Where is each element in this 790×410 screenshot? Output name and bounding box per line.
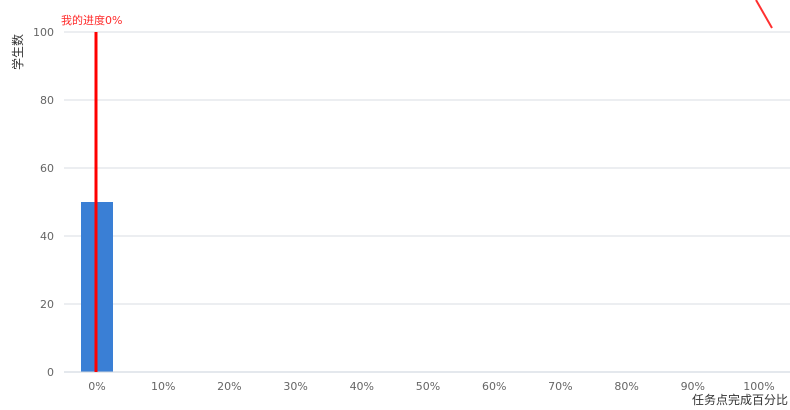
x-tick-label: 30% [283,380,307,393]
y-tick-label: 40 [40,230,54,243]
x-tick-label: 100% [743,380,774,393]
y-tick-label: 80 [40,94,54,107]
x-tick-label: 90% [681,380,705,393]
x-tick-label: 0% [88,380,105,393]
my-progress-label: 我的进度0% [61,13,122,27]
y-tick-label: 0 [47,366,54,379]
decorative-corner-stroke [755,0,773,29]
x-tick-label: 20% [217,380,241,393]
x-tick-label: 10% [151,380,175,393]
x-axis-title: 任务点完成百分比 [692,392,788,407]
y-axis-ticks: 0 20 40 60 80 100 [33,26,54,379]
x-tick-label: 60% [482,380,506,393]
y-tick-label: 100 [33,26,54,39]
y-tick-label: 20 [40,298,54,311]
x-tick-label: 70% [548,380,572,393]
x-axis-ticks: 0% 10% 20% 30% 40% 50% 60% 70% 80% 90% 100% [88,380,774,393]
y-axis-title: 学生数 [10,34,25,70]
x-tick-label: 40% [350,380,374,393]
x-tick-label: 80% [614,380,638,393]
y-tick-label: 60 [40,162,54,175]
grid-lines [64,31,790,305]
x-tick-label: 50% [416,380,440,393]
